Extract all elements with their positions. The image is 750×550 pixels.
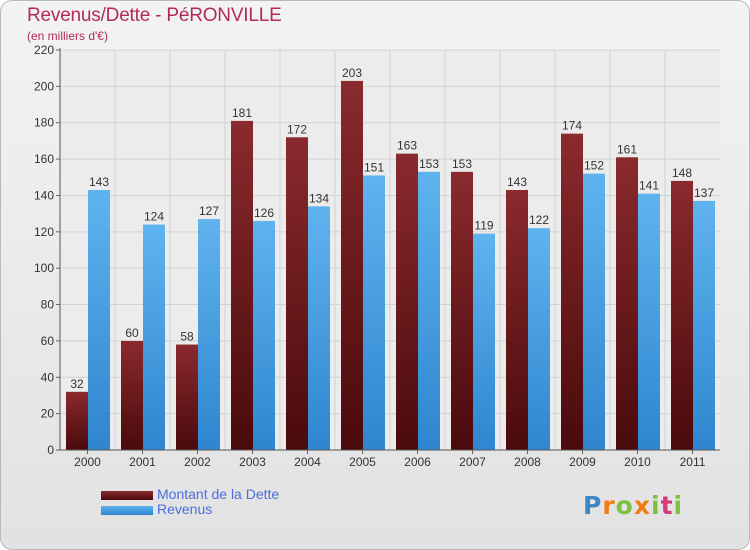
- y-tick-label: 60: [41, 334, 55, 348]
- bar-revenus: [363, 175, 385, 451]
- legend-swatch-revenus: [101, 506, 153, 515]
- data-label-dette: 32: [70, 377, 84, 391]
- bar-revenus: [473, 233, 495, 450]
- y-tick-label: 40: [41, 370, 55, 384]
- data-label-revenus: 124: [144, 210, 164, 224]
- data-label-dette: 58: [180, 330, 194, 344]
- legend-swatch-dette: [101, 491, 153, 500]
- bar-revenus: [198, 219, 220, 450]
- x-tick-label: 2005: [349, 455, 376, 469]
- bar-revenus: [583, 173, 605, 451]
- bar-revenus: [88, 190, 110, 450]
- data-label-revenus: 119: [474, 219, 493, 233]
- y-tick-label: 160: [34, 152, 54, 166]
- bar-dette: [451, 171, 473, 450]
- proxiti-logo: Proxiti: [583, 491, 683, 520]
- bar-dette: [341, 80, 363, 450]
- bar-revenus: [693, 200, 715, 450]
- logo-letter: i: [673, 491, 684, 520]
- bar-dette: [506, 190, 528, 450]
- y-tick-label: 0: [47, 443, 54, 457]
- data-label-revenus: 127: [199, 204, 219, 218]
- chart-title: Revenus/Dette - PéRONVILLE: [27, 5, 282, 26]
- x-tick-label: 2007: [459, 455, 486, 469]
- data-label-dette: 161: [617, 142, 637, 156]
- bar-revenus: [253, 220, 275, 450]
- bar-dette: [66, 391, 88, 450]
- data-label-dette: 172: [287, 122, 307, 136]
- x-tick-label: 2006: [404, 455, 431, 469]
- data-label-dette: 148: [672, 166, 692, 180]
- data-label-dette: 153: [452, 157, 472, 171]
- y-tick-label: 140: [34, 188, 54, 202]
- data-label-revenus: 141: [639, 179, 659, 193]
- data-label-revenus: 137: [694, 186, 714, 200]
- y-tick-label: 100: [34, 261, 54, 275]
- bar-revenus: [308, 206, 330, 450]
- data-label-revenus: 151: [364, 160, 384, 174]
- data-label-dette: 203: [342, 66, 362, 80]
- x-tick-label: 2011: [680, 455, 706, 469]
- bar-revenus: [418, 171, 440, 450]
- y-tick-label: 200: [34, 79, 54, 93]
- bar-dette: [561, 133, 583, 451]
- logo-letter: r: [602, 491, 616, 520]
- legend-label-revenus: Revenus: [157, 501, 213, 517]
- x-tick-label: 2002: [184, 455, 211, 469]
- y-tick-label: 120: [34, 225, 54, 239]
- data-label-revenus: 153: [419, 157, 439, 171]
- logo-letter: P: [583, 491, 603, 520]
- logo-letter: x: [633, 491, 651, 520]
- bar-dette: [231, 120, 253, 450]
- data-label-revenus: 152: [584, 159, 604, 173]
- data-label-dette: 181: [232, 106, 252, 120]
- bar-dette: [286, 137, 308, 451]
- data-label-dette: 174: [562, 119, 582, 133]
- bar-dette: [396, 153, 418, 451]
- bar-dette: [121, 340, 143, 450]
- data-label-revenus: 126: [254, 206, 274, 220]
- x-tick-label: 2010: [624, 455, 651, 469]
- y-tick-label: 20: [41, 407, 55, 421]
- bar-dette: [616, 157, 638, 451]
- bar-dette: [671, 180, 693, 450]
- logo-letter: i: [651, 491, 661, 520]
- y-tick-label: 220: [34, 43, 54, 57]
- data-label-dette: 143: [507, 175, 527, 189]
- chart-subtitle: (en milliers d'€): [27, 29, 108, 43]
- x-tick-label: 2003: [239, 455, 266, 469]
- x-tick-label: 2008: [514, 455, 541, 469]
- data-label-revenus: 143: [89, 175, 109, 189]
- data-label-revenus: 134: [309, 191, 329, 205]
- logo-letter: t: [660, 491, 674, 520]
- x-tick-label: 2001: [129, 455, 156, 469]
- data-label-dette: 163: [397, 139, 417, 153]
- bar-revenus: [528, 228, 550, 450]
- x-tick-label: 2000: [74, 455, 101, 469]
- bar-revenus: [143, 224, 165, 450]
- y-tick-label: 80: [41, 298, 55, 312]
- bar-dette: [176, 344, 198, 450]
- data-label-dette: 60: [125, 326, 139, 340]
- y-tick-label: 180: [34, 116, 54, 130]
- logo-letter: o: [615, 491, 634, 520]
- data-label-revenus: 122: [529, 213, 549, 227]
- x-tick-label: 2004: [294, 455, 321, 469]
- legend-label-dette: Montant de la Dette: [157, 486, 280, 502]
- bar-revenus: [638, 193, 660, 451]
- x-tick-label: 2009: [569, 455, 596, 469]
